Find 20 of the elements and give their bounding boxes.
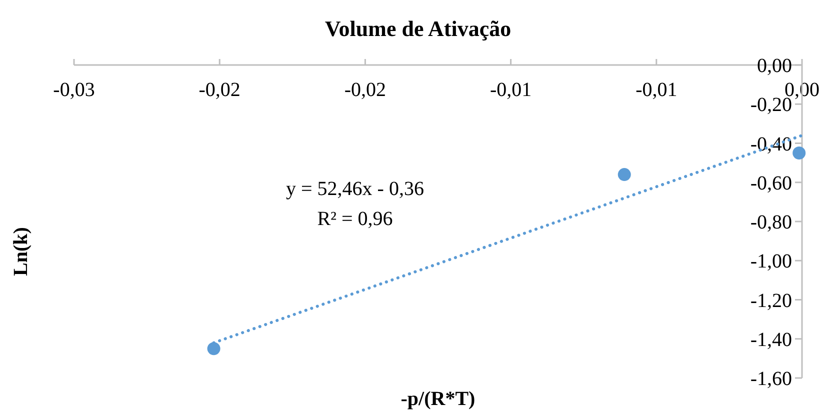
y-tick-label: -1,00 (750, 250, 792, 273)
point (207, 342, 220, 356)
y-tick-label: -0,80 (750, 212, 792, 234)
annotation: y = 52,46x - 0,36 (286, 178, 424, 200)
annotation: R² = 0,96 (317, 208, 393, 230)
x-tick-label: -0,02 (198, 79, 240, 101)
y-axis-title: Ln(k) (10, 227, 32, 276)
x-tick-label: -0,01 (490, 79, 532, 101)
x-tick-label: -0,02 (344, 79, 386, 101)
x-tick-label: -0,01 (636, 79, 678, 101)
chart-title: Volume de Ativação (324, 16, 512, 41)
point (618, 168, 631, 182)
y-tick-label: -1,20 (750, 290, 792, 312)
y-tick-label: -1,60 (750, 368, 792, 390)
x-tick-label: -0,03 (53, 79, 95, 101)
x-axis-title: -p/(R*T) (400, 388, 476, 410)
point (792, 146, 806, 160)
y-tick-label: -0,60 (750, 172, 792, 194)
y-tick-label: -1,40 (750, 328, 792, 351)
y-tick-label: 0,00 (757, 55, 792, 77)
